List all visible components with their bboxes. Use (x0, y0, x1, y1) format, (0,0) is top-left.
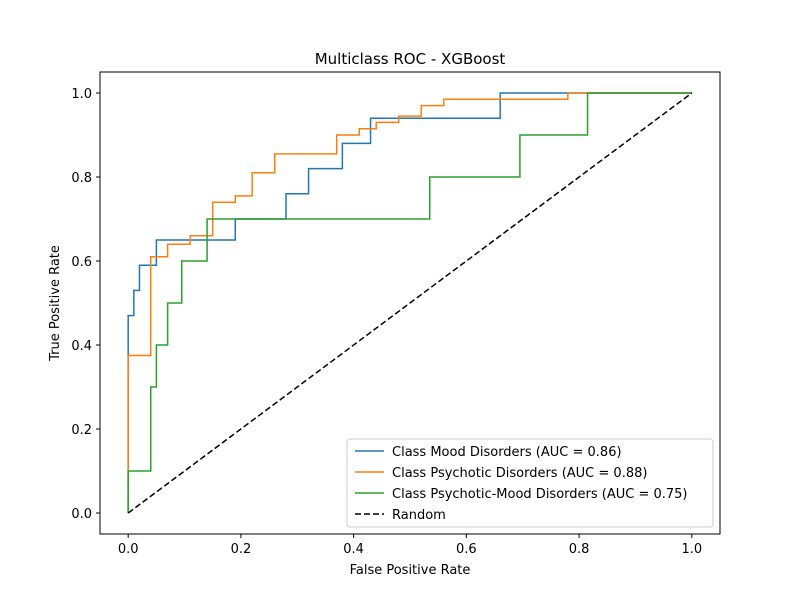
legend-label-mood-disorders: Class Mood Disorders (AUC = 0.86) (392, 445, 622, 460)
x-tick-label: 0.2 (231, 542, 252, 557)
x-tick-label: 0.8 (569, 542, 590, 557)
y-tick-label: 0.2 (71, 423, 92, 438)
y-tick-label: 0.8 (71, 171, 92, 186)
y-tick-label: 0.6 (71, 255, 92, 270)
x-tick-label: 0.6 (456, 542, 477, 557)
x-axis-label: False Positive Rate (350, 563, 471, 578)
y-tick-label: 1.0 (71, 87, 92, 102)
legend-label-random: Random (392, 508, 446, 523)
roc-curve-psychotic-mood-disorders (127, 92, 692, 513)
random-baseline (127, 92, 693, 514)
x-tick-label: 0.4 (343, 542, 364, 557)
legend-box (346, 438, 714, 528)
y-tick-label: 0.4 (71, 339, 92, 354)
plot-frame (99, 71, 721, 535)
y-tick-label: 0.0 (71, 507, 92, 522)
y-axis-label: True Positive Rate (48, 245, 63, 362)
x-tick-label: 1.0 (681, 542, 702, 557)
ticks-layer: 0.0 0.2 0.4 0.6 0.8 1.0 0.0 0.2 0.4 0.6 0.8 1.0 (71, 87, 702, 557)
roc-curve-psychotic-disorders (127, 92, 692, 513)
series-layer (127, 92, 693, 514)
chart-title: Multiclass ROC - XGBoost (315, 50, 506, 68)
legend: Class Mood Disorders (AUC = 0.86) Class … (346, 438, 714, 528)
legend-label-psychotic-disorders: Class Psychotic Disorders (AUC = 0.88) (392, 466, 647, 481)
legend-label-psychotic-mood-disorders: Class Psychotic-Mood Disorders (AUC = 0.… (392, 487, 688, 502)
x-tick-label: 0.0 (118, 542, 139, 557)
